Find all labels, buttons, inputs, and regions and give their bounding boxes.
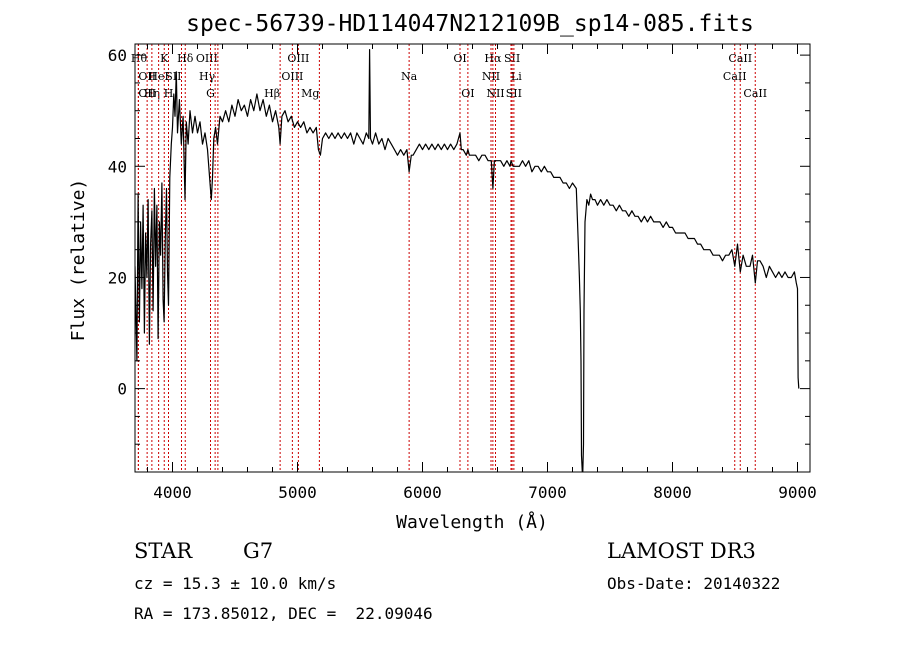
line-marker-label: Na — [401, 70, 418, 83]
y-tick-label: 20 — [108, 268, 127, 287]
x-tick-label: 5000 — [278, 483, 317, 502]
line-marker-label: OIII — [281, 70, 303, 83]
line-marker-label: Hδ — [177, 52, 194, 65]
line-marker-label: Hβ — [264, 87, 280, 100]
line-marker-label: OIII — [196, 52, 218, 65]
redshift-value: cz = 15.3 ± 10.0 km/s — [134, 574, 337, 593]
line-marker-label: Hγ — [199, 70, 216, 83]
x-tick-label: 6000 — [403, 483, 442, 502]
y-axis-label: Flux (relative) — [68, 179, 89, 342]
y-tick-label: 60 — [108, 46, 127, 65]
x-tick-label: 8000 — [653, 483, 692, 502]
line-marker-label: OI — [461, 87, 474, 100]
line-marker-label: Mg — [301, 87, 319, 100]
line-marker-label: G — [206, 87, 215, 100]
spectrum-line — [135, 48, 800, 472]
line-marker-label: NII — [486, 87, 504, 100]
x-axis-label: Wavelength (Å) — [396, 511, 548, 533]
line-marker-label: Hα — [484, 52, 502, 65]
line-marker-label: OI — [453, 52, 466, 65]
obs-date: Obs-Date: 20140322 — [607, 574, 781, 593]
line-marker-label: HeI — [148, 70, 168, 83]
line-marker-label: Hθ — [131, 52, 148, 65]
line-marker-label: Li — [511, 70, 522, 83]
line-marker-label: K — [160, 52, 169, 65]
line-marker-label: CaII — [743, 87, 767, 100]
line-marker-label: CaII — [728, 52, 752, 65]
chart-title: spec-56739-HD114047N212109B_sp14-085.fit… — [186, 11, 754, 37]
line-marker-label: NII — [482, 70, 500, 83]
y-tick-label: 0 — [117, 380, 127, 399]
subclass: G7 — [243, 539, 274, 563]
x-tick-label: 4000 — [153, 483, 192, 502]
line-marker-label: OIII — [287, 52, 309, 65]
line-marker-label: H — [164, 87, 174, 100]
y-tick-label: 40 — [108, 157, 127, 176]
line-marker-label: SII — [165, 70, 181, 83]
plot-area — [135, 48, 800, 472]
coordinates: RA = 173.85012, DEC = 22.09046 — [134, 604, 433, 623]
object-class: STAR — [134, 539, 193, 563]
line-marker-label: SII — [506, 87, 522, 100]
x-tick-label: 7000 — [528, 483, 567, 502]
line-marker-label: SII — [504, 52, 520, 65]
line-marker-label: CaII — [723, 70, 747, 83]
x-tick-label: 9000 — [778, 483, 817, 502]
line-marker-label: Hη — [144, 87, 160, 100]
survey-name: LAMOST DR3 — [607, 539, 756, 563]
axes: 4000 5000 6000 7000 8000 9000 0 20 40 60 — [108, 43, 817, 502]
